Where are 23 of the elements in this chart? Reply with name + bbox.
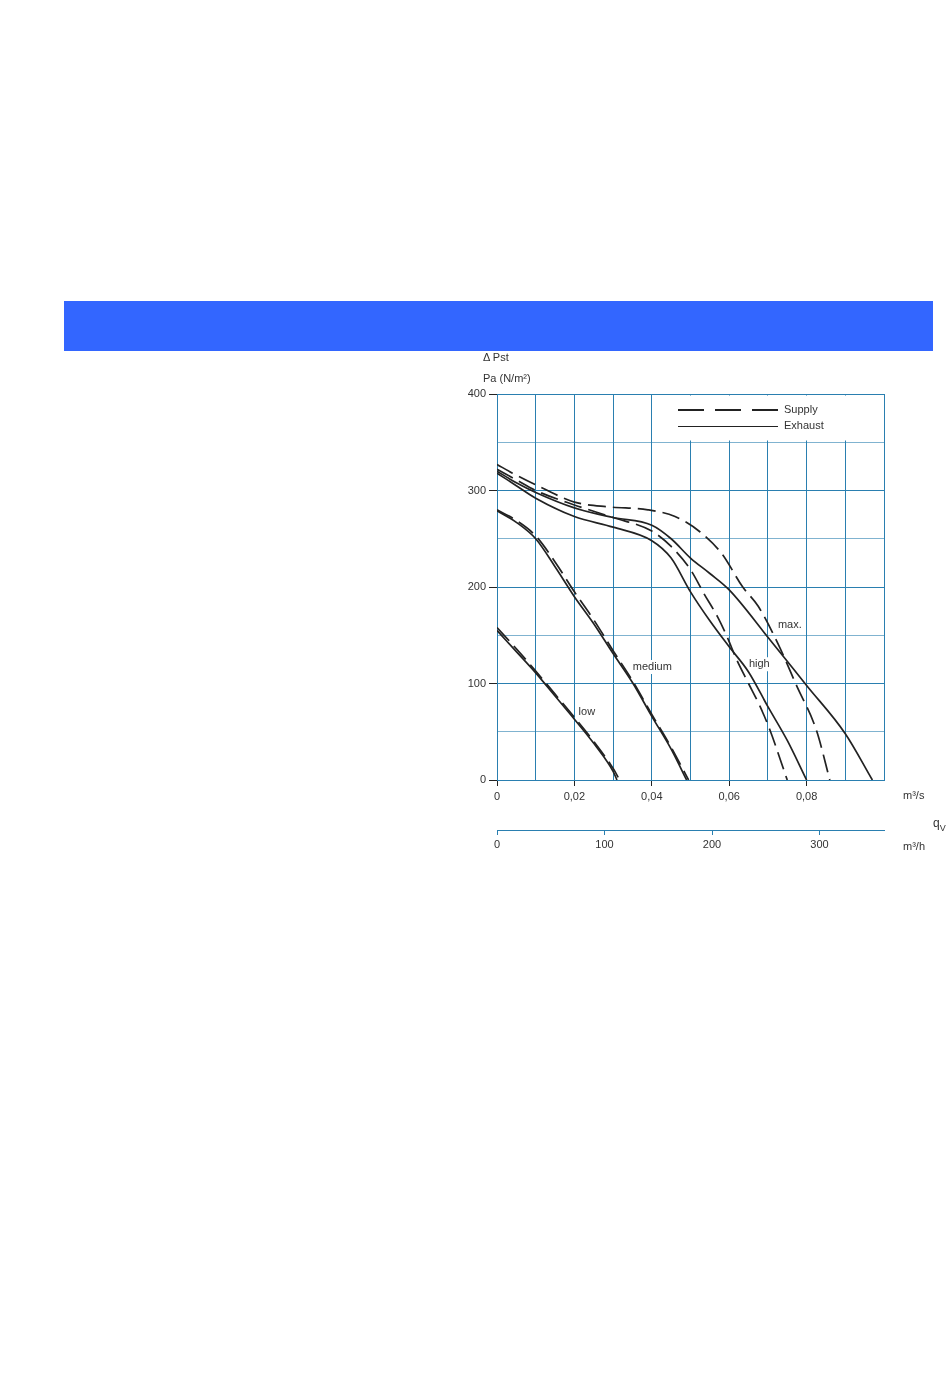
y-tick-label: 300 — [467, 483, 486, 496]
x-tick-label: 0 — [493, 789, 501, 802]
y-axis-title: Δ Pst Pa (N/m²) — [483, 351, 531, 385]
x-axis-title: m³/s — [903, 789, 925, 802]
annotation: medium — [632, 660, 672, 673]
text: Supply — [784, 403, 819, 416]
x-tick-label: 0,04 — [641, 789, 663, 802]
y-tick-label: 400 — [467, 387, 486, 400]
x-tick-label: 0,08 — [795, 789, 818, 802]
x-tick-label: 0,06 — [718, 789, 740, 802]
x2-tick-label: 200 — [702, 837, 722, 850]
text: Exhaust — [784, 419, 824, 432]
x2-tick-label: 100 — [595, 837, 614, 850]
x-tick-label: 0,02 — [563, 789, 586, 802]
x2-tick-label: 300 — [810, 837, 829, 850]
annotation: low — [578, 705, 596, 718]
x2-axis-title: m³/h — [903, 840, 925, 853]
y-tick-label: 100 — [467, 676, 486, 689]
annotation: max. — [777, 617, 802, 630]
annotation: high — [748, 657, 770, 670]
x2-tick-label: 0 — [493, 837, 501, 850]
y-tick-label: 0 — [479, 773, 486, 786]
y-tick-label: 200 — [467, 580, 486, 593]
